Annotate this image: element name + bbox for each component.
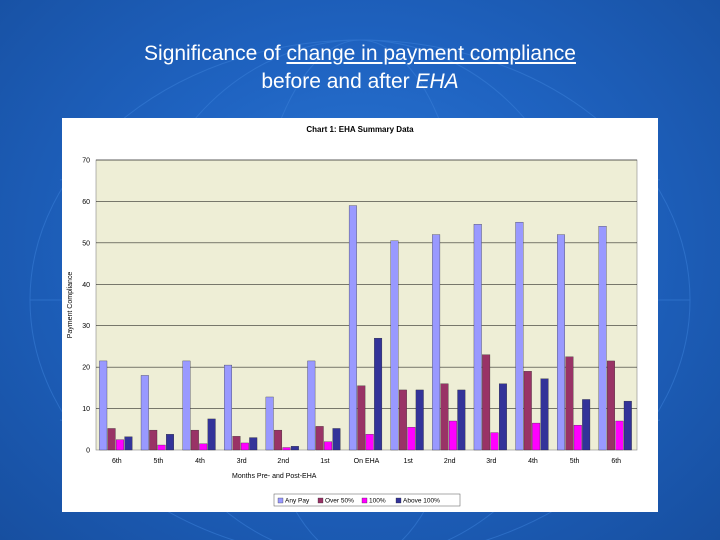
x-tick-label: 1st bbox=[403, 458, 412, 465]
bar-any-pay bbox=[432, 234, 441, 451]
bar-100- bbox=[240, 442, 249, 451]
bar-above-100- bbox=[124, 436, 133, 451]
x-tick-label: 1st bbox=[320, 458, 329, 465]
bar-over-50- bbox=[357, 385, 366, 451]
title-text: Significance of bbox=[144, 42, 287, 65]
bar-any-pay bbox=[473, 224, 482, 451]
bar-above-100- bbox=[498, 383, 507, 451]
bar-over-50- bbox=[274, 429, 283, 451]
title-text-2: before and after bbox=[261, 70, 416, 93]
bar-over-50- bbox=[607, 360, 615, 451]
x-tick-label: 6th bbox=[112, 458, 122, 465]
x-tick-label: 2nd bbox=[444, 458, 456, 465]
bar-100- bbox=[365, 434, 374, 451]
bar-over-50- bbox=[565, 356, 574, 451]
bar-100- bbox=[532, 422, 541, 451]
bar-any-pay bbox=[515, 221, 524, 451]
bar-above-100- bbox=[374, 337, 383, 451]
bar-over-50- bbox=[440, 383, 449, 451]
x-tick-label: 2nd bbox=[277, 458, 289, 465]
legend-label: Above 100% bbox=[403, 498, 440, 505]
bar-above-100- bbox=[332, 428, 341, 451]
legend-label: Any Pay bbox=[285, 498, 310, 505]
bar-any-pay bbox=[557, 234, 565, 451]
x-tick-label: On EHA bbox=[354, 458, 380, 465]
bar-above-100- bbox=[415, 389, 424, 451]
y-tick-label: 30 bbox=[82, 323, 90, 330]
bar-above-100- bbox=[290, 446, 299, 451]
bar-above-100- bbox=[457, 389, 466, 451]
bar-100- bbox=[116, 439, 124, 451]
bar-above-100- bbox=[166, 434, 174, 451]
bar-over-50- bbox=[398, 389, 407, 451]
bar-above-100- bbox=[249, 437, 258, 451]
bar-over-50- bbox=[107, 428, 116, 451]
title-underlined-text: change in payment compliance bbox=[286, 42, 576, 65]
bar-above-100- bbox=[540, 378, 549, 451]
bar-above-100- bbox=[582, 399, 591, 451]
legend-swatch bbox=[361, 497, 368, 504]
legend-label: Over 50% bbox=[325, 498, 354, 505]
x-tick-label: 3rd bbox=[486, 458, 496, 465]
bar-100- bbox=[573, 424, 582, 451]
bar-100- bbox=[448, 420, 457, 451]
bar-100- bbox=[199, 443, 208, 451]
chart-panel: Chart 1: EHA Summary Data 0 10 20 30 40 50 60 70… bbox=[62, 118, 658, 512]
bar-over-50- bbox=[482, 354, 491, 451]
bar-any-pay bbox=[140, 375, 149, 451]
x-tick-label: 5th bbox=[154, 458, 164, 465]
bar-100- bbox=[157, 444, 166, 451]
bar-over-50- bbox=[315, 426, 324, 451]
slide-title-line-2: before and after EHA bbox=[0, 68, 720, 96]
bar-any-pay bbox=[265, 396, 274, 451]
x-tick-label: 4th bbox=[528, 458, 538, 465]
bar-any-pay bbox=[224, 364, 233, 451]
x-tick-label: 3rd bbox=[237, 458, 247, 465]
plot-area bbox=[95, 159, 638, 451]
y-tick-label: 20 bbox=[82, 365, 90, 372]
bar-over-50- bbox=[523, 371, 532, 451]
bar-above-100- bbox=[207, 418, 216, 451]
bar-any-pay bbox=[390, 240, 399, 451]
bar-100- bbox=[407, 427, 416, 451]
y-tick-label: 10 bbox=[82, 406, 90, 413]
bar-100- bbox=[324, 441, 333, 451]
slide-title-line-1: Significance of change in payment compli… bbox=[0, 40, 720, 68]
bar-above-100- bbox=[623, 400, 632, 451]
legend-swatch bbox=[395, 497, 402, 504]
bar-100- bbox=[490, 432, 499, 451]
y-tick-label: 70 bbox=[82, 158, 90, 165]
chart-title: Chart 1: EHA Summary Data bbox=[306, 125, 414, 134]
bar-chart: Chart 1: EHA Summary Data 0 10 20 30 40 50 60 70… bbox=[67, 125, 638, 507]
bar-over-50- bbox=[190, 429, 199, 451]
legend-label: 100% bbox=[369, 498, 386, 505]
bar-any-pay bbox=[99, 360, 108, 451]
bar-100- bbox=[615, 420, 624, 451]
y-tick-label: 0 bbox=[86, 448, 90, 455]
legend-swatch bbox=[277, 497, 284, 504]
y-tick-label: 50 bbox=[82, 240, 90, 247]
y-tick-label: 40 bbox=[82, 282, 90, 289]
bar-over-50- bbox=[149, 429, 158, 451]
legend-swatch bbox=[317, 497, 324, 504]
y-axis-label: Payment Compliance bbox=[67, 272, 74, 339]
y-tick-label: 60 bbox=[82, 199, 90, 206]
x-tick-label: 5th bbox=[570, 458, 580, 465]
slide-title: Significance of change in payment compli… bbox=[0, 40, 720, 96]
bar-any-pay bbox=[598, 226, 607, 451]
x-tick-label: 4th bbox=[195, 458, 205, 465]
bar-any-pay bbox=[307, 360, 316, 451]
bar-any-pay bbox=[348, 205, 357, 451]
bar-100- bbox=[282, 447, 291, 451]
x-tick-label: 6th bbox=[611, 458, 621, 465]
bar-any-pay bbox=[182, 360, 191, 451]
x-axis-label: Months Pre- and Post-EHA bbox=[232, 473, 317, 480]
bar-over-50- bbox=[232, 436, 241, 451]
title-italic-text: EHA bbox=[415, 70, 459, 93]
